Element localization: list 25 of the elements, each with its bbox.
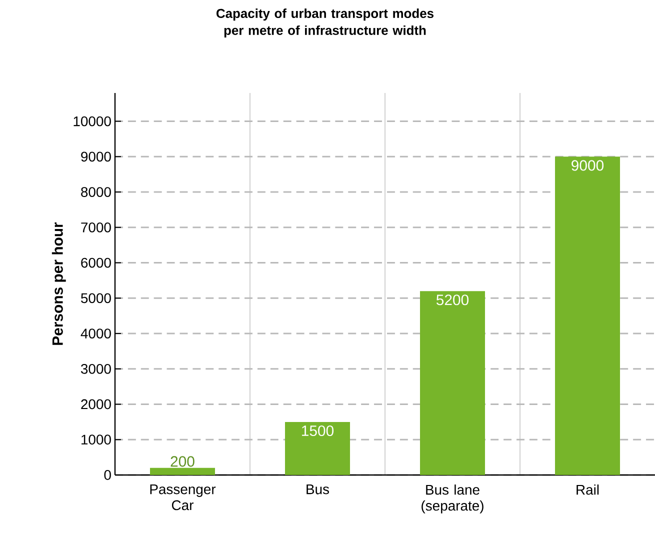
y-tick-label: 2000 bbox=[81, 399, 111, 410]
x-tick-label: Rail bbox=[576, 484, 599, 495]
x-tick-label: Passenger Car bbox=[150, 484, 216, 510]
x-tick-label: Bus bbox=[306, 484, 330, 494]
y-tick-label: 7000 bbox=[81, 222, 111, 232]
bar bbox=[555, 156, 620, 475]
y-tick-label: 1000 bbox=[82, 434, 111, 445]
data-label: 9000 bbox=[572, 160, 604, 171]
y-tick-label: 3000 bbox=[80, 364, 111, 374]
y-tick-label: 4000 bbox=[80, 328, 111, 338]
y-tick-label: 0 bbox=[104, 470, 111, 480]
y-tick-label: 10000 bbox=[74, 116, 111, 126]
x-tick-label: Bus lane (separate) bbox=[422, 484, 484, 514]
bar bbox=[150, 468, 215, 475]
data-label: 200 bbox=[170, 456, 194, 467]
y-tick-label: 9000 bbox=[81, 152, 111, 162]
y-axis-title: Persons per hour bbox=[52, 222, 66, 345]
bar bbox=[420, 291, 486, 475]
data-label: 1500 bbox=[302, 425, 334, 436]
bar bbox=[285, 422, 350, 475]
y-tick-label: 5000 bbox=[81, 293, 111, 304]
data-label: 5200 bbox=[436, 294, 469, 306]
y-tick-label: 8000 bbox=[81, 187, 111, 197]
y-tick-label: 6000 bbox=[81, 258, 111, 268]
chart-title: Capacity of urban transport modes per metre of infrastructure width bbox=[216, 8, 434, 38]
